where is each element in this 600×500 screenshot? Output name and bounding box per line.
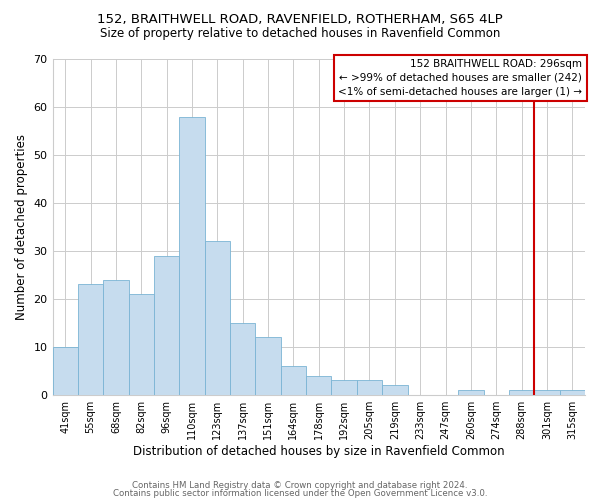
Bar (534, 390, 560, 394)
Bar (205, 241, 230, 394)
X-axis label: Distribution of detached houses by size in Ravenfield Common: Distribution of detached houses by size … (133, 444, 505, 458)
Bar (230, 323, 256, 394)
Bar (357, 380, 382, 394)
Bar (281, 366, 306, 394)
Bar (331, 380, 357, 394)
Bar (382, 385, 407, 394)
Text: Contains public sector information licensed under the Open Government Licence v3: Contains public sector information licen… (113, 488, 487, 498)
Bar (103, 280, 128, 394)
Bar (53, 347, 78, 395)
Text: 152 BRAITHWELL ROAD: 296sqm
← >99% of detached houses are smaller (242)
<1% of s: 152 BRAITHWELL ROAD: 296sqm ← >99% of de… (338, 59, 583, 97)
Text: Size of property relative to detached houses in Ravenfield Common: Size of property relative to detached ho… (100, 28, 500, 40)
Text: Contains HM Land Registry data © Crown copyright and database right 2024.: Contains HM Land Registry data © Crown c… (132, 481, 468, 490)
Bar (128, 294, 154, 394)
Bar (509, 390, 534, 394)
Text: 152, BRAITHWELL ROAD, RAVENFIELD, ROTHERHAM, S65 4LP: 152, BRAITHWELL ROAD, RAVENFIELD, ROTHER… (97, 12, 503, 26)
Y-axis label: Number of detached properties: Number of detached properties (15, 134, 28, 320)
Bar (78, 284, 103, 395)
Bar (458, 390, 484, 394)
Bar (560, 390, 585, 394)
Bar (306, 376, 331, 394)
Bar (154, 256, 179, 394)
Bar (256, 337, 281, 394)
Bar (179, 116, 205, 394)
